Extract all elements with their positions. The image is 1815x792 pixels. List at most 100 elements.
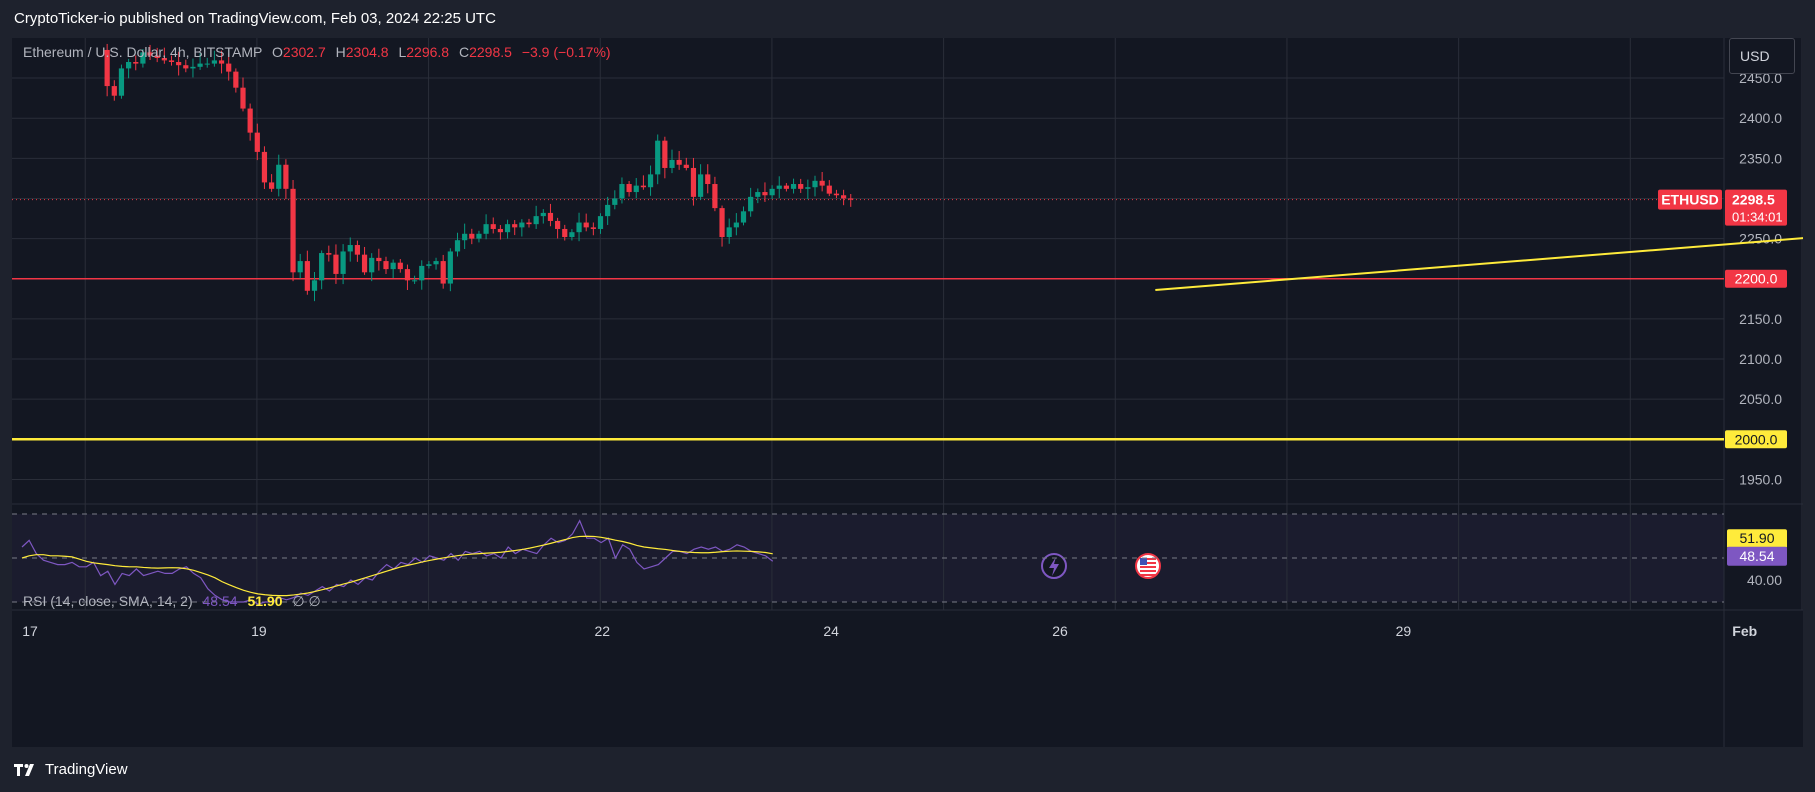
candle-body [176,61,182,66]
candle-body [748,196,754,212]
chart-canvas[interactable]: 2450.02400.02350.02300.02250.02200.02150… [12,38,1803,747]
price-tick-label: 2150.0 [1739,311,1782,327]
flag-stripe [1140,558,1156,560]
candle-body [555,220,561,229]
candle-body [447,251,453,284]
rsi-ma-line [21,535,773,597]
candle-body [319,253,325,281]
candle-body [833,193,840,196]
candle-body [504,224,511,233]
time-tick-label: 17 [22,623,38,639]
last-price-label: 2298.5 [1732,192,1775,208]
candle-body [197,63,203,67]
price-tick-label: 2400.0 [1739,110,1782,126]
candle-body [183,65,189,69]
candle-body [526,222,532,225]
candle-body [369,257,375,273]
candle-body [226,63,232,72]
candle-body [412,280,418,282]
candle-body [361,254,368,273]
candle-body [333,254,339,274]
level-label: 2200.0 [1735,271,1778,287]
candle-body [340,251,346,274]
time-tick-label: Feb [1732,623,1757,639]
candle-body [204,63,210,65]
candle-body [605,204,611,217]
candle-body [826,185,832,194]
rsi-label[interactable]: RSI (14, close, SMA, 14, 2) [23,593,193,609]
candle-body [483,224,489,234]
trendline [1155,237,1803,291]
level-label: 2000.0 [1735,431,1778,447]
candle-body [547,212,554,221]
close-value: 2298.5 [469,44,512,60]
flag-stripe [1140,566,1156,568]
chart-area[interactable]: 2450.02400.02350.02300.02250.02200.02150… [12,38,1803,747]
candle-body [740,211,747,223]
candle-body [690,167,697,197]
rsi-ma-scale-label: 51.90 [1739,530,1774,546]
candle-body [633,185,639,193]
candle-body [161,57,167,61]
candle-body [247,108,253,133]
candle-body [426,264,432,266]
candle-body [147,52,153,56]
candle-body [111,86,117,96]
candle-body [347,245,353,252]
candle-body [261,151,268,183]
candle-body [404,269,411,281]
candle-body [569,232,575,237]
countdown-label: 01:34:01 [1732,210,1783,225]
candle-body [126,61,132,69]
candle-body [490,224,496,229]
rsi-value-scale-label: 48.54 [1739,548,1774,564]
currency-button[interactable]: USD [1729,38,1795,74]
rsi-value-label-box [1727,546,1787,566]
rsi-ma-value: 51.90 [247,593,283,609]
level-label-box [1725,269,1787,288]
rsi-value: 48.54 [202,593,238,609]
candle-body [597,216,604,229]
candle-body [626,184,632,193]
candle-body [698,174,704,197]
candle-body [755,192,761,197]
flag-canton [1140,558,1147,565]
flag-stripe [1140,574,1156,576]
published-header: CryptoTicker-io published on TradingView… [14,10,496,27]
candle-body [590,227,596,229]
candle-body [440,261,446,284]
candle-body [211,60,217,64]
candle-body [283,164,289,189]
lightning-event-icon [1041,553,1067,579]
chart-background [12,38,1803,747]
candle-body [583,222,589,228]
candle-body [612,198,618,205]
candle-body [233,71,239,88]
symbol-label-box [1658,189,1722,210]
candle-body [297,261,303,273]
flag-stripe [1140,570,1156,572]
footer-brand[interactable]: TradingView [45,761,128,778]
high-value: 2304.8 [345,44,389,60]
flag-stripe [1140,562,1156,564]
candle-body [154,55,160,58]
time-tick-label: 29 [1396,623,1412,639]
last-price-label-box [1725,189,1787,226]
low-value: 2296.8 [406,44,450,60]
candle-body [269,182,275,189]
low-label: L [398,44,407,60]
time-tick-label: 24 [823,623,839,639]
rsi-band [12,514,1724,602]
candle-body [805,187,811,189]
price-tick-label: 2050.0 [1739,391,1782,407]
candle-body [190,66,196,69]
candle-body [469,233,475,239]
candle-body [376,257,382,262]
price-tick-label: 1950.0 [1739,471,1782,487]
open-value: 2302.7 [282,44,326,60]
symbol-title[interactable]: Ethereum / U.S. Dollar, 4h, BITSTAMP [23,44,263,60]
change-value: −3.9 (−0.17%) [521,44,611,60]
candle-body [812,180,818,188]
candle-body [354,245,360,255]
time-tick-label: 19 [251,623,267,639]
